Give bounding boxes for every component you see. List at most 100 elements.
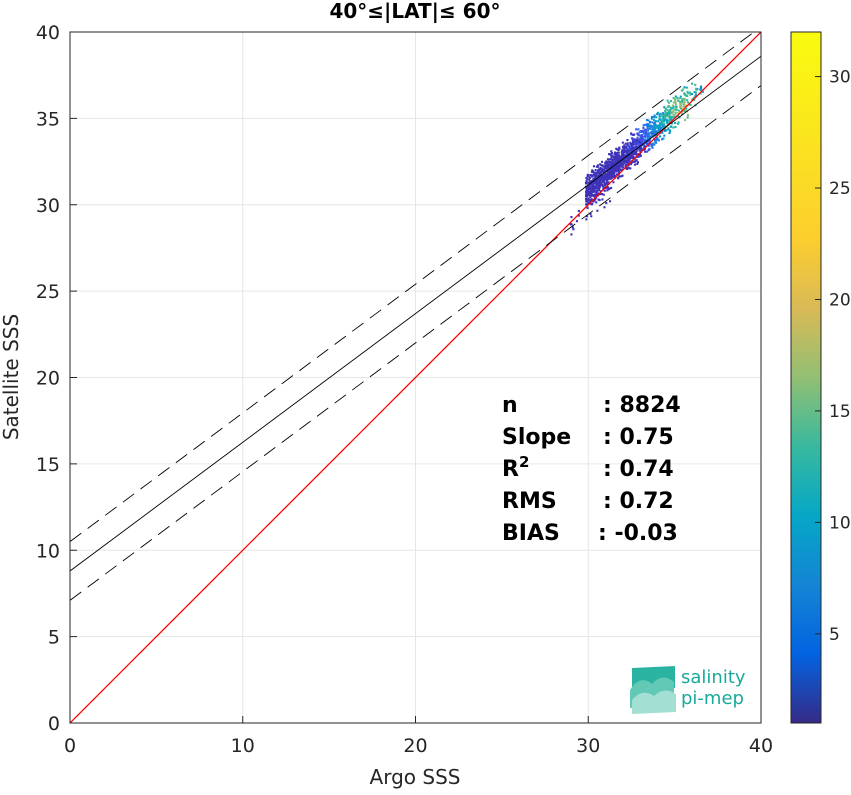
density-bin xyxy=(603,169,606,172)
density-bin xyxy=(607,176,610,179)
density-bin xyxy=(594,177,597,180)
density-bin xyxy=(642,132,645,135)
density-bin xyxy=(589,174,592,177)
density-bin xyxy=(652,118,655,121)
density-bin xyxy=(666,120,669,123)
density-bin xyxy=(682,102,685,105)
density-bin xyxy=(600,164,603,167)
density-bin xyxy=(601,198,604,201)
density-bin xyxy=(605,179,608,182)
density-bin xyxy=(679,102,682,105)
density-bin xyxy=(616,148,619,151)
density-bin xyxy=(623,144,626,147)
density-bin xyxy=(620,175,623,178)
density-bin xyxy=(686,90,689,93)
density-bin xyxy=(606,176,609,179)
density-bin xyxy=(634,138,637,141)
density-bin xyxy=(674,112,677,115)
density-bin xyxy=(669,129,672,132)
density-bin xyxy=(682,88,685,91)
density-bin xyxy=(617,154,620,157)
density-bin xyxy=(602,179,605,182)
density-bin xyxy=(584,181,587,184)
density-bin xyxy=(598,171,601,174)
density-bin xyxy=(593,189,596,192)
density-bin xyxy=(606,174,609,177)
density-bin xyxy=(586,193,589,196)
density-bin xyxy=(591,188,594,191)
density-bin xyxy=(587,186,590,189)
line-fit-lower xyxy=(70,85,761,601)
density-bin xyxy=(650,132,653,135)
line-fit-upper xyxy=(70,32,755,542)
density-bin xyxy=(591,194,594,197)
density-bin xyxy=(612,181,615,184)
density-bin xyxy=(636,161,639,164)
density-bin xyxy=(663,120,666,123)
density-bin xyxy=(655,116,658,119)
density-bin xyxy=(585,218,588,221)
density-bin xyxy=(617,151,620,154)
line-one-to-one xyxy=(70,32,761,723)
density-bin xyxy=(675,103,678,106)
x-tick-label: 10 xyxy=(231,735,255,757)
stat-label: Slope xyxy=(502,425,571,450)
density-bin xyxy=(597,183,600,186)
density-bin xyxy=(669,116,672,119)
density-bin xyxy=(591,193,594,196)
density-bin xyxy=(605,202,608,205)
density-bin xyxy=(609,171,612,174)
density-bin xyxy=(661,113,664,116)
density-bin xyxy=(601,165,604,168)
density-bin xyxy=(683,99,686,102)
density-bin xyxy=(607,172,610,175)
density-bin xyxy=(570,223,573,226)
density-bin xyxy=(635,151,638,154)
density-bin xyxy=(610,166,613,169)
density-bin xyxy=(609,200,612,203)
density-bin xyxy=(655,130,658,133)
density-bin xyxy=(613,155,616,158)
density-bin xyxy=(659,135,662,138)
axis-ticks: 0 10 20 30 40 0 5 10 15 20 25 30 35 40 xyxy=(36,22,773,757)
density-bin xyxy=(609,153,612,156)
density-bin xyxy=(586,190,589,193)
density-bin xyxy=(674,101,677,104)
density-bin xyxy=(648,140,651,143)
density-bin xyxy=(628,149,631,152)
density-bin xyxy=(608,174,611,177)
density-bin xyxy=(686,116,689,119)
density-bin xyxy=(639,137,642,140)
density-bin xyxy=(586,173,589,176)
density-bin xyxy=(644,139,647,142)
density-bin xyxy=(620,168,623,171)
density-bin xyxy=(607,188,610,191)
density-bin xyxy=(606,165,609,168)
colorbar-tick-label: 15 xyxy=(829,402,851,422)
density-bin xyxy=(605,181,608,184)
density-bin xyxy=(670,125,673,128)
density-bin xyxy=(625,163,628,166)
density-bin xyxy=(664,110,667,113)
density-bin xyxy=(609,170,612,173)
density-bin xyxy=(620,151,623,154)
density-bin xyxy=(623,157,626,160)
density-bin xyxy=(632,137,635,140)
y-axis-label: Satellite SSS xyxy=(0,314,23,440)
density-bin xyxy=(633,151,636,154)
density-bin xyxy=(647,123,650,126)
density-bin xyxy=(598,193,601,196)
density-bin xyxy=(680,101,683,104)
density-bin xyxy=(593,187,596,190)
density-bin xyxy=(677,121,680,124)
density-bin xyxy=(662,137,665,140)
density-bin xyxy=(587,189,590,192)
density-bin xyxy=(597,181,600,184)
density-bin xyxy=(682,105,685,108)
y-tick-label: 30 xyxy=(36,195,60,217)
density-bin xyxy=(629,167,632,170)
density-bin xyxy=(693,96,696,99)
density-bin xyxy=(631,157,634,160)
density-bin xyxy=(670,100,673,103)
density-bin xyxy=(595,201,598,204)
